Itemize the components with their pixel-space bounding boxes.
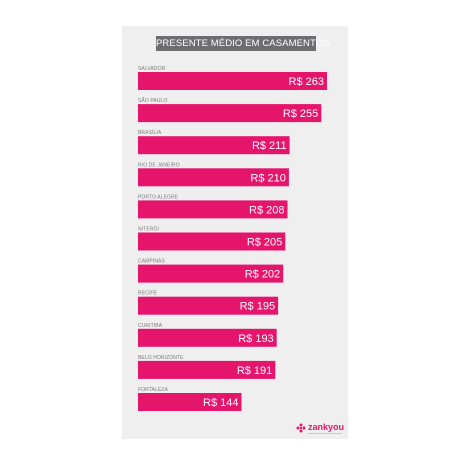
bar-value-label: R$ 210 xyxy=(250,172,285,184)
bar xyxy=(138,104,322,123)
city-label: RIO DE JANEIRO xyxy=(138,162,180,168)
bar xyxy=(138,168,289,187)
city-label: CURITIBA xyxy=(138,323,163,329)
city-label: SÃO PAULO xyxy=(138,97,167,104)
chart-title: PRESENTE MÉDIO EM CASAMENTOS xyxy=(156,36,330,51)
bar xyxy=(138,72,327,90)
logo-wordmark: zankyou xyxy=(308,422,345,432)
bar-value-label: R$ 202 xyxy=(245,269,280,281)
city-label: CAMPINAS xyxy=(138,259,165,265)
bar-value-label: R$ 195 xyxy=(240,301,275,313)
bar xyxy=(138,232,286,251)
flower-logo-icon xyxy=(296,423,306,433)
bar xyxy=(138,136,290,155)
bar-value-label: R$ 193 xyxy=(238,333,273,345)
city-label: SALVADOR xyxy=(138,66,166,72)
logo-tagline-rule xyxy=(308,433,342,434)
bar xyxy=(138,328,277,347)
bar xyxy=(138,393,242,411)
bar-value-label: R$ 205 xyxy=(247,237,282,249)
city-label: PORTO ALEGRE xyxy=(138,194,179,200)
city-label: NITERÓI xyxy=(138,226,159,233)
bar-value-label: R$ 263 xyxy=(289,76,324,88)
bar xyxy=(138,360,276,379)
bar-value-label: R$ 191 xyxy=(237,365,272,377)
city-label: RECIFE xyxy=(138,291,157,297)
zankyou-logo: zankyou xyxy=(296,422,346,438)
city-label: BELO HORIZONTE xyxy=(138,355,184,361)
city-label: BRASÍLIA xyxy=(138,129,162,136)
bar-value-label: R$ 208 xyxy=(249,204,284,216)
bar-value-label: R$ 255 xyxy=(283,108,318,120)
bar-value-label: R$ 144 xyxy=(203,397,238,409)
bar xyxy=(138,264,284,283)
bar xyxy=(138,296,279,315)
bar-value-label: R$ 211 xyxy=(252,140,287,152)
city-label: FORTALEZA xyxy=(138,387,168,393)
bar xyxy=(138,200,288,219)
